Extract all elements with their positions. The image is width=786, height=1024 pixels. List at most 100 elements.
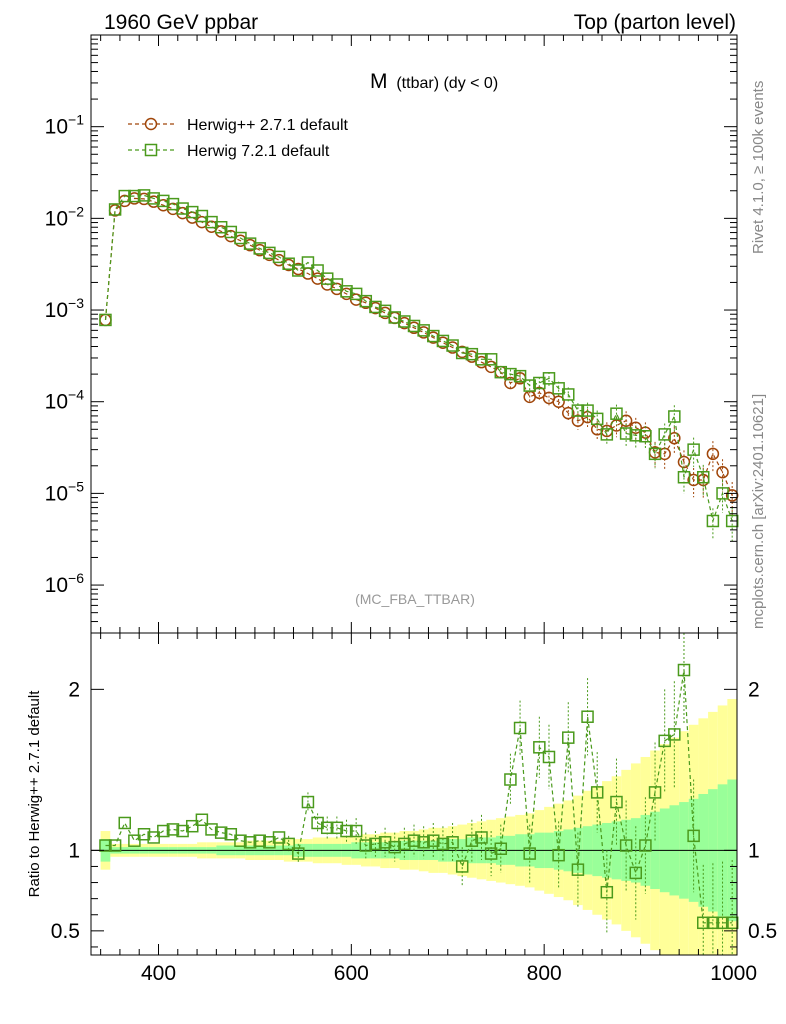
ratio-point	[619, 839, 633, 852]
ratio-point	[320, 821, 334, 835]
ratio-point	[272, 831, 286, 844]
ratio-point	[417, 836, 430, 849]
data-point	[533, 376, 546, 390]
ratio-point	[706, 916, 720, 930]
data-point	[725, 514, 739, 528]
ratio-point	[600, 885, 614, 899]
ytick-exp: −5	[68, 478, 84, 494]
ratio-point	[349, 824, 363, 838]
ratio-ytick-label-left: 2	[68, 678, 80, 701]
ratio-point	[301, 795, 315, 809]
ratio-series-herwig7	[99, 633, 739, 955]
ratio-point	[533, 741, 546, 754]
ratio-point	[677, 663, 691, 677]
legend-entry-herwigpp: Herwig++ 2.7.1 default	[128, 117, 349, 134]
data-point	[166, 197, 180, 211]
series-line	[104, 194, 733, 524]
ratio-point	[340, 824, 353, 838]
series-herwigpp	[99, 192, 739, 516]
ratio-point	[157, 824, 170, 838]
ytick-exp: −2	[68, 203, 84, 219]
ytick-base: 10	[45, 299, 68, 322]
ratio-point	[205, 823, 218, 836]
data-point	[272, 250, 286, 264]
data-point	[407, 319, 421, 333]
ratio-point	[725, 916, 739, 930]
data-point	[533, 386, 546, 400]
series-herwig7	[99, 189, 739, 542]
data-point	[99, 313, 112, 327]
data-point	[639, 429, 652, 443]
data-point	[668, 431, 681, 445]
ytick-exp: −1	[68, 112, 84, 128]
data-point	[118, 189, 131, 203]
plot-title-sub: (ttbar) (dy < 0)	[396, 75, 498, 92]
data-point	[610, 419, 623, 432]
data-point	[725, 489, 739, 502]
data-point	[619, 414, 633, 427]
ratio-point	[166, 823, 180, 836]
ratio-point	[128, 834, 141, 847]
ytick-label: 10−1	[45, 112, 85, 139]
data-point	[571, 404, 585, 417]
data-point	[716, 466, 729, 479]
ratio-point	[648, 786, 662, 799]
upper-ticks	[91, 34, 738, 634]
legend: Herwig++ 2.7.1 default Herwig 7.2.1 defa…	[128, 117, 349, 160]
ytick-base: 10	[45, 482, 68, 505]
xtick-label: 1000	[710, 962, 757, 985]
data-point	[697, 470, 710, 484]
data-point	[475, 353, 488, 366]
ratio-point	[436, 837, 450, 851]
data-point	[610, 407, 623, 420]
ratio-point	[407, 834, 421, 847]
ratio-point	[427, 834, 440, 847]
data-point	[311, 272, 324, 285]
lower-ylabel: Ratio to Herwig++ 2.7.1 default	[26, 690, 43, 898]
data-point	[185, 205, 199, 219]
data-point	[668, 410, 681, 423]
ratio-point	[523, 847, 536, 860]
ratio-point	[610, 795, 623, 809]
legend-marker-circle	[144, 117, 158, 131]
ratio-point	[465, 834, 479, 847]
plot-title: M (ttbar) (dy < 0)	[370, 70, 498, 93]
ratio-point	[214, 826, 228, 839]
data-point	[311, 264, 324, 277]
lower-ticks	[91, 633, 738, 955]
data-point	[301, 256, 315, 269]
ratio-point	[571, 863, 585, 876]
analysis-label: (MC_FBA_TTBAR)	[355, 591, 475, 607]
data-point	[292, 264, 305, 277]
side-mcplots-label: mcplots.cern.ch [arXiv:2401.10621]	[750, 394, 767, 629]
ytick-exp: −4	[68, 387, 84, 403]
ytick-base: 10	[45, 207, 68, 230]
data-point	[687, 473, 700, 487]
upper-panel: 10−610−510−410−310−210−1 M (ttbar) (dy <…	[45, 34, 739, 634]
data-point	[176, 202, 189, 215]
xtick-label: 800	[527, 962, 562, 985]
ratio-point	[494, 842, 508, 855]
data-point	[562, 406, 575, 420]
header-left: 1960 GeV ppbar	[104, 11, 258, 34]
ratio-point	[581, 710, 594, 723]
data-point	[157, 194, 170, 208]
ratio-point	[513, 721, 527, 735]
ratio-point	[118, 816, 131, 830]
data-point	[330, 278, 344, 291]
data-point	[706, 514, 720, 528]
data-point	[619, 427, 633, 440]
data-point	[369, 300, 382, 314]
ratio-ytick-label-left: 1	[68, 839, 80, 862]
ratio-point	[504, 773, 517, 786]
ratio-point	[552, 848, 565, 862]
ytick-label: 10−5	[45, 478, 85, 505]
legend-entry-herwig7: Herwig 7.2.1 default	[128, 143, 330, 160]
legend-label-herwigpp: Herwig++ 2.7.1 default	[187, 117, 349, 134]
series-line	[104, 197, 733, 496]
ratio-point	[234, 834, 247, 847]
data-point	[349, 287, 363, 301]
ratio-point	[590, 786, 604, 799]
legend-marker-square	[144, 143, 158, 157]
ratio-point	[253, 834, 266, 847]
